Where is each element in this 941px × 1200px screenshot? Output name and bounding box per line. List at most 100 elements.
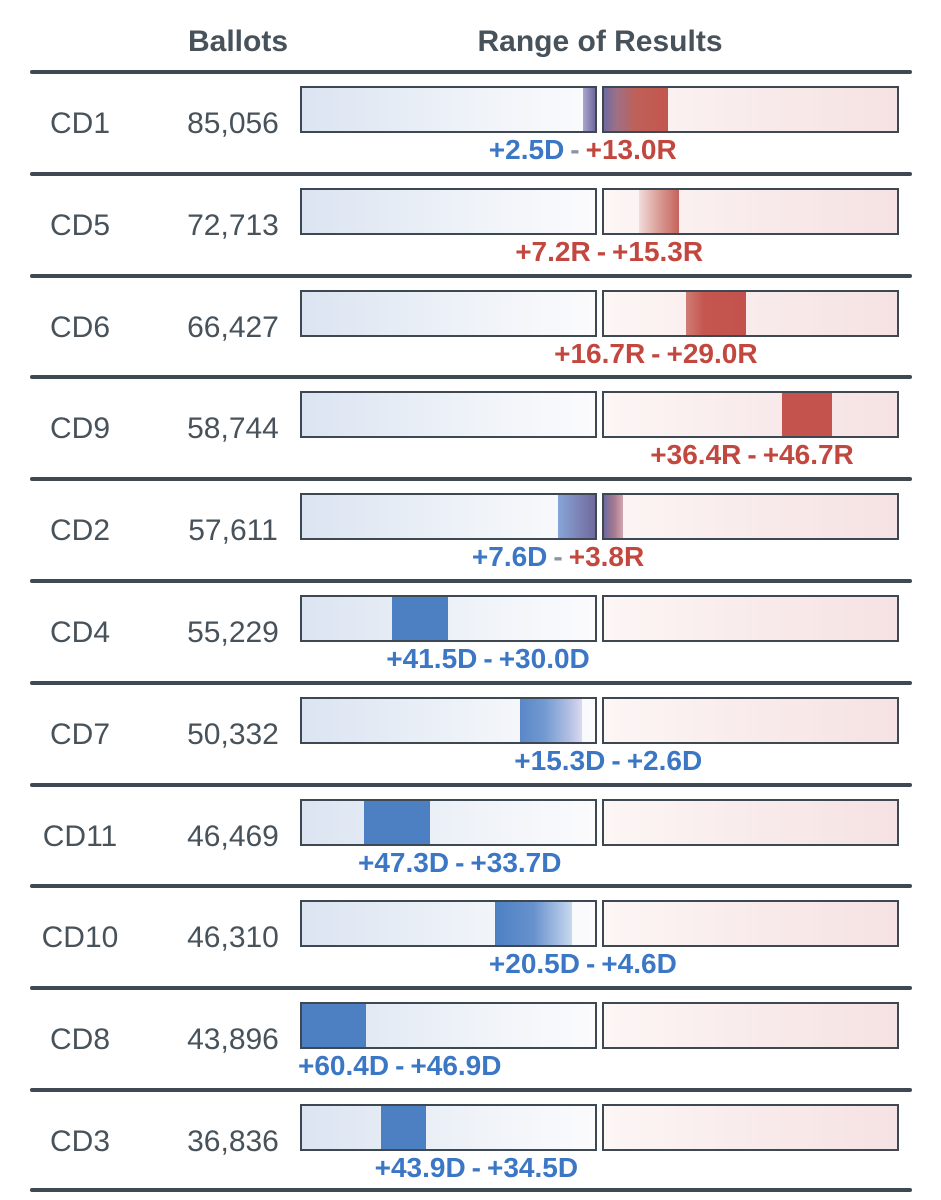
result-range-segment — [685, 291, 746, 335]
margin-bar-rep-side — [602, 1002, 899, 1050]
range-high-value: +34.5D — [487, 1151, 579, 1183]
district-row: CD9 58,744 +36.4R - +46.7R — [0, 375, 941, 477]
district-label: CD5 — [49, 208, 110, 242]
margin-bar-dem-side — [300, 86, 597, 133]
ballots-count: 66,427 — [187, 310, 279, 344]
range-high-value: +3.8R — [568, 541, 645, 573]
result-range-segment — [302, 1004, 366, 1048]
result-range-label: +7.6D - +3.8R — [472, 541, 644, 573]
bottom-separator-line — [30, 1188, 912, 1192]
range-dash: - — [483, 642, 493, 674]
margin-bar-rep-side — [602, 493, 899, 541]
district-label: CD11 — [42, 819, 118, 853]
ballots-count: 58,744 — [187, 412, 279, 446]
row-separator-line — [30, 578, 912, 583]
ballots-count: 57,611 — [188, 514, 278, 548]
ballots-count: 55,229 — [187, 615, 279, 649]
range-low-value: +7.2R — [515, 235, 591, 267]
ballots-count: 36,836 — [187, 1124, 279, 1158]
margin-bar-dem-side — [300, 1103, 597, 1151]
margin-bar-rep-side — [602, 1103, 899, 1151]
district-row: CD11 46,469 +47.3D - +33.7D — [0, 782, 941, 885]
result-range-segment — [557, 495, 595, 539]
range-low-value: +36.4R — [650, 439, 742, 471]
range-high-value: +4.6D — [601, 948, 677, 980]
range-low-value: +15.3D — [514, 744, 606, 776]
range-high-value: +15.3R — [612, 235, 704, 267]
district-row: CD4 55,229 +41.5D - +30.0D — [0, 578, 941, 681]
range-low-value: +7.6D — [471, 541, 548, 573]
range-high-value: +2.6D — [626, 744, 703, 776]
range-dash: - — [651, 337, 661, 369]
margin-bar-dem-side — [300, 594, 597, 642]
row-separator-line — [30, 70, 912, 74]
range-high-value: +13.0R — [585, 134, 677, 165]
range-dash: - — [570, 134, 580, 165]
margin-bar-dem-side — [300, 493, 597, 541]
margin-bar-dem-side — [300, 696, 597, 744]
margin-bar-dem-side — [300, 798, 597, 846]
range-low-value: +41.5D — [386, 642, 478, 674]
result-range-label: +2.5D - +13.0R — [489, 134, 677, 166]
district-label: CD8 — [49, 1023, 110, 1057]
row-separator-line — [30, 680, 912, 685]
range-high-value: +29.0R — [666, 337, 758, 369]
range-high-value: +46.7R — [762, 439, 854, 471]
range-dash: - — [747, 439, 757, 471]
district-label: CD10 — [41, 921, 119, 955]
range-low-value: +47.3D — [358, 846, 450, 878]
ballots-count: 50,332 — [187, 717, 279, 751]
result-range-label: +16.7R - +29.0R — [554, 338, 757, 370]
margin-bar-rep-side — [602, 798, 899, 846]
district-rows-container: CD1 85,056 +2.5D - +13.0R CD5 72,713 +7.2R… — [0, 70, 941, 1190]
range-dash: - — [455, 846, 465, 878]
margin-bar-rep-side — [602, 289, 899, 337]
result-range-segment — [494, 902, 573, 946]
range-dash: - — [611, 744, 621, 776]
range-dash: - — [596, 235, 607, 267]
margin-bar-rep-side — [602, 86, 899, 133]
range-low-value: +43.9D — [374, 1151, 466, 1183]
district-label: CD1 — [49, 107, 110, 140]
margin-bar-dem-side — [300, 187, 597, 235]
result-range-segment — [520, 698, 583, 742]
row-separator-line — [30, 375, 912, 380]
district-row: CD5 72,713 +7.2R - +15.3R — [0, 171, 941, 274]
row-separator-line — [30, 1087, 912, 1092]
result-range-label: +7.2R - +15.3R — [515, 236, 703, 268]
result-range-label: +47.3D - +33.7D — [358, 847, 561, 879]
range-low-value: +2.5D — [488, 134, 565, 165]
row-separator-line — [30, 986, 912, 991]
result-range-segment — [582, 88, 595, 131]
range-low-value: +20.5D — [488, 948, 580, 980]
row-separator-line — [30, 477, 912, 482]
district-row: CD7 50,332 +15.3D - +2.6D — [0, 680, 941, 783]
result-range-label: +41.5D - +30.0D — [386, 643, 589, 675]
result-range-segment — [604, 495, 623, 539]
result-range-segment — [380, 1105, 427, 1149]
result-range-label: +43.9D - +34.5D — [375, 1152, 578, 1184]
ballots-count: 46,310 — [187, 921, 279, 955]
district-label: CD7 — [49, 717, 110, 751]
margin-bar-rep-side — [602, 391, 899, 439]
range-high-value: +33.7D — [470, 846, 562, 878]
range-dash: - — [585, 948, 596, 980]
result-range-segment — [604, 88, 668, 131]
district-label: CD4 — [49, 615, 110, 649]
row-separator-line — [30, 171, 912, 176]
result-range-label: +20.5D - +4.6D — [489, 948, 677, 980]
margin-bar-rep-side — [602, 696, 899, 744]
result-range-segment — [639, 189, 679, 233]
district-row: CD8 43,896 +60.4D - +46.9D — [0, 986, 941, 1088]
district-label: CD9 — [49, 412, 110, 446]
row-separator-line — [30, 273, 912, 278]
result-range-label: +60.4D - +46.9D — [298, 1050, 501, 1082]
margin-bar-dem-side — [300, 391, 597, 439]
margin-bar-dem-side — [300, 900, 597, 948]
margin-bar-rep-side — [602, 900, 899, 948]
ballots-count: 46,469 — [187, 819, 279, 853]
row-separator-line — [30, 884, 912, 889]
range-low-value: +60.4D — [298, 1050, 390, 1082]
district-label: CD2 — [49, 514, 110, 548]
